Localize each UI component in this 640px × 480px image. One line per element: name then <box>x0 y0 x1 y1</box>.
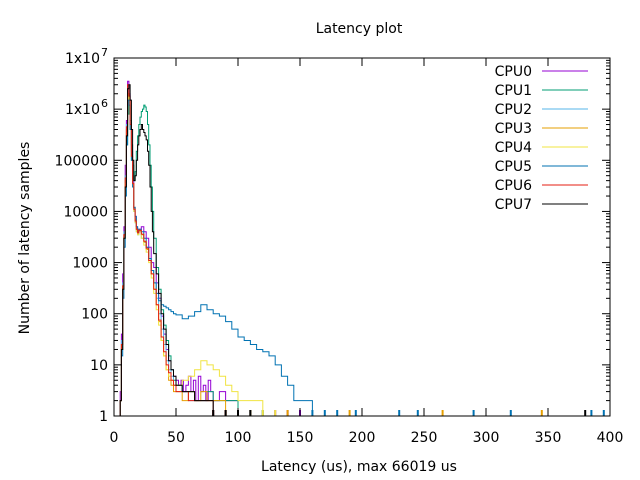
legend-label-cpu6: CPU6 <box>495 178 532 194</box>
y-tick-exponent: 7 <box>101 46 108 59</box>
x-tick-label: 150 <box>287 430 314 446</box>
legend: CPU0 CPU1 CPU2 CPU3 CPU4 CPU5 CPU6 CPU7 <box>495 64 588 213</box>
x-tick-label: 100 <box>225 430 252 446</box>
legend-label-cpu7: CPU7 <box>495 197 532 213</box>
series-line-cpu5 <box>116 99 604 417</box>
x-tick-label: 200 <box>349 430 376 446</box>
y-tick-label: 10000 <box>63 204 108 220</box>
x-tick-label: 300 <box>473 430 500 446</box>
y-tick-label: 1x10 <box>65 51 100 67</box>
y-tick-exponent: 6 <box>101 97 108 110</box>
y-tick-label: 100000 <box>55 153 108 169</box>
legend-label-cpu1: CPU1 <box>495 83 532 99</box>
series-line-cpu7 <box>116 84 586 417</box>
y-tick-label: 1x10 <box>65 102 100 118</box>
legend-label-cpu2: CPU2 <box>495 102 532 118</box>
series-line-cpu1 <box>116 104 263 417</box>
x-tick-label: 400 <box>597 430 624 446</box>
legend-label-cpu5: CPU5 <box>495 159 532 175</box>
legend-label-cpu3: CPU3 <box>495 121 532 137</box>
x-tick-label: 250 <box>411 430 438 446</box>
x-tick-label: 0 <box>110 430 119 446</box>
y-tick-label: 10 <box>90 358 108 374</box>
x-tick-label: 50 <box>167 430 185 446</box>
y-axis-title: Number of latency samples <box>17 142 33 335</box>
y-tick-label: 1 <box>99 409 108 425</box>
legend-label-cpu0: CPU0 <box>495 64 532 80</box>
chart-title: Latency plot <box>316 21 403 37</box>
series-line-cpu6 <box>116 84 238 417</box>
y-tick-label: 1000 <box>72 256 108 272</box>
x-tick-label: 350 <box>535 430 562 446</box>
plot-frame <box>113 57 611 417</box>
x-axis-title: Latency (us), max 66019 us <box>261 459 457 475</box>
series-lines <box>116 80 605 417</box>
x-axis: 0 50 100 150 200 250 300 350 400 <box>110 58 624 446</box>
series-line-cpu4 <box>116 95 276 417</box>
y-tick-label: 100 <box>81 307 108 323</box>
legend-label-cpu4: CPU4 <box>495 140 532 156</box>
series-line-cpu3 <box>116 93 542 417</box>
